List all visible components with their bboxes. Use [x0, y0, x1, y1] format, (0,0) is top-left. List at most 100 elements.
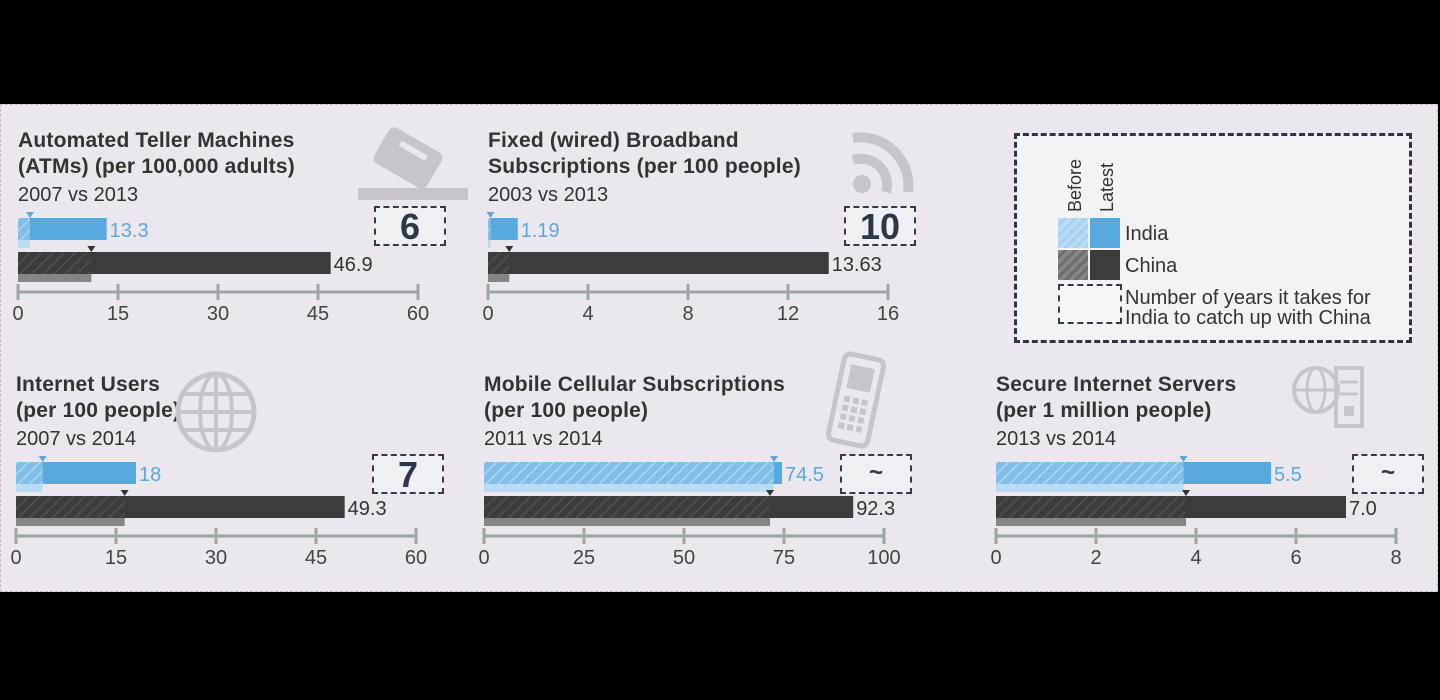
legend-years-label: Number of years it takes for India to ca…: [1125, 287, 1371, 329]
legend-india-latest-swatch: [1090, 218, 1120, 248]
atm-card-icon: [358, 127, 468, 200]
x-tick-label: 0: [12, 303, 23, 325]
chart-mobile: Mobile Cellular Subscriptions (per 100 p…: [478, 351, 924, 582]
legend-china-before-swatch: [1058, 250, 1088, 280]
legend-india-label: India: [1125, 223, 1169, 245]
legend-before-label: Before: [1065, 158, 1085, 212]
chart-title: Automated Teller Machines (ATMs) (per 10…: [18, 129, 295, 178]
india-before-marker: [38, 456, 47, 462]
india-before-bar: [996, 484, 1184, 492]
china-before-marker: [1182, 490, 1190, 496]
catch-up-years-box: ~: [840, 454, 912, 494]
legend: Before Latest India China Number of year…: [1014, 133, 1412, 343]
india-value-label: 13.3: [110, 220, 149, 242]
catch-up-years-box: 10: [844, 206, 916, 246]
catch-up-years-box: 7: [372, 454, 444, 494]
chart-plot: 13.3 46.9 0 15 30 45 60: [12, 127, 468, 325]
x-tick-label: 2: [1090, 547, 1101, 569]
x-tick-label: 15: [105, 547, 127, 569]
china-before-hatch: [16, 496, 125, 518]
china-before-marker: [766, 490, 774, 496]
catch-up-years-value: 7: [397, 454, 419, 495]
x-tick-label: 16: [877, 303, 899, 325]
legend-latest-label: Latest: [1097, 162, 1117, 212]
x-tick-label: 45: [305, 547, 327, 569]
wifi-signal-icon: [851, 132, 914, 194]
x-tick-label: 25: [573, 547, 595, 569]
india-before-marker: [1179, 456, 1188, 462]
x-tick-label: 60: [407, 303, 429, 325]
china-value-label: 92.3: [856, 498, 895, 520]
legend-china-latest-swatch: [1090, 250, 1120, 280]
x-tick-label: 8: [682, 303, 693, 325]
x-tick-label: 45: [307, 303, 329, 325]
chart-plot: 1.19 13.63 0 4 8 12 16: [482, 132, 914, 325]
china-latest-bar: [488, 252, 829, 274]
india-value-label: 1.19: [521, 220, 560, 242]
catch-up-years-box: ~: [1352, 454, 1424, 494]
india-latest-bar: [488, 218, 518, 240]
india-value-label: 18: [139, 464, 161, 486]
chart-atms: Automated Teller Machines (ATMs) (per 10…: [12, 127, 468, 338]
x-tick-label: 0: [10, 547, 21, 569]
catch-up-years-value: 10: [859, 206, 901, 247]
mobile-phone-icon: [825, 351, 887, 449]
x-tick-label: 6: [1290, 547, 1301, 569]
china-before-hatch: [18, 252, 92, 274]
chart-title: Secure Internet Servers (per 1 million p…: [996, 373, 1237, 422]
china-before-marker: [87, 246, 96, 252]
x-tick-label: 100: [867, 547, 900, 569]
chart-subtitle: 2011 vs 2014: [484, 428, 603, 450]
china-value-label: 13.63: [832, 254, 882, 276]
chart-internet-users: Internet Users (per 100 people) 2007 vs 2…: [10, 371, 456, 582]
catch-up-years-value: ~: [868, 459, 883, 486]
india-before-hatch: [16, 462, 43, 484]
india-before-bar: [16, 484, 43, 492]
china-before-marker: [120, 490, 129, 496]
chart-subtitle: 2007 vs 2013: [18, 184, 139, 206]
china-value-label: 7.0: [1349, 498, 1377, 520]
china-value-label: 46.9: [334, 254, 373, 276]
x-tick-label: 8: [1390, 547, 1401, 569]
india-before-bar: [484, 484, 774, 492]
chart-plot: 18 49.3 0 15 30 45 60: [10, 371, 427, 569]
china-before-hatch: [996, 496, 1186, 518]
chart-broadband: Fixed (wired) Broadband Subscriptions (p…: [482, 128, 928, 338]
china-before-marker: [505, 246, 514, 252]
x-tick-label: 0: [478, 547, 489, 569]
china-value-label: 49.3: [348, 498, 387, 520]
x-tick-label: 0: [990, 547, 1001, 569]
india-before-hatch: [484, 462, 774, 484]
chart-subtitle: 2013 vs 2014: [996, 428, 1117, 450]
chart-secure-servers: Secure Internet Servers (per 1 million p…: [990, 366, 1436, 582]
china-before-bar: [488, 274, 510, 282]
india-latest-bar: [18, 218, 107, 240]
china-before-hatch: [484, 496, 770, 518]
india-before-hatch: [996, 462, 1184, 484]
chart-title: Internet Users (per 100 people): [16, 373, 181, 422]
x-tick-label: 75: [773, 547, 795, 569]
x-tick-label: 0: [482, 303, 493, 325]
x-tick-label: 30: [205, 547, 227, 569]
server-globe-icon: [1292, 366, 1364, 428]
india-before-marker: [26, 212, 34, 218]
x-tick-label: 12: [777, 303, 799, 325]
india-before-bar: [18, 240, 30, 248]
india-latest-bar: [16, 462, 136, 484]
chart-subtitle: 2007 vs 2014: [16, 428, 137, 450]
china-before-bar: [484, 518, 770, 526]
china-before-hatch: [488, 252, 510, 274]
x-tick-label: 15: [107, 303, 129, 325]
x-tick-label: 60: [405, 547, 427, 569]
chart-title: Mobile Cellular Subscriptions (per 100 p…: [484, 373, 786, 422]
catch-up-years-box: 6: [374, 206, 446, 246]
x-tick-label: 4: [1190, 547, 1201, 569]
china-before-bar: [996, 518, 1186, 526]
legend-india-before-swatch: [1058, 218, 1088, 248]
india-before-marker: [770, 456, 778, 462]
globe-icon: [175, 371, 257, 453]
chart-plot: 74.5 92.3 0 25 50 75 100: [478, 351, 901, 569]
chart-subtitle: 2003 vs 2013: [488, 184, 609, 206]
china-latest-bar: [18, 252, 331, 274]
chart-plot: 5.5 7.0 0 2 4 6 8: [990, 366, 1402, 569]
